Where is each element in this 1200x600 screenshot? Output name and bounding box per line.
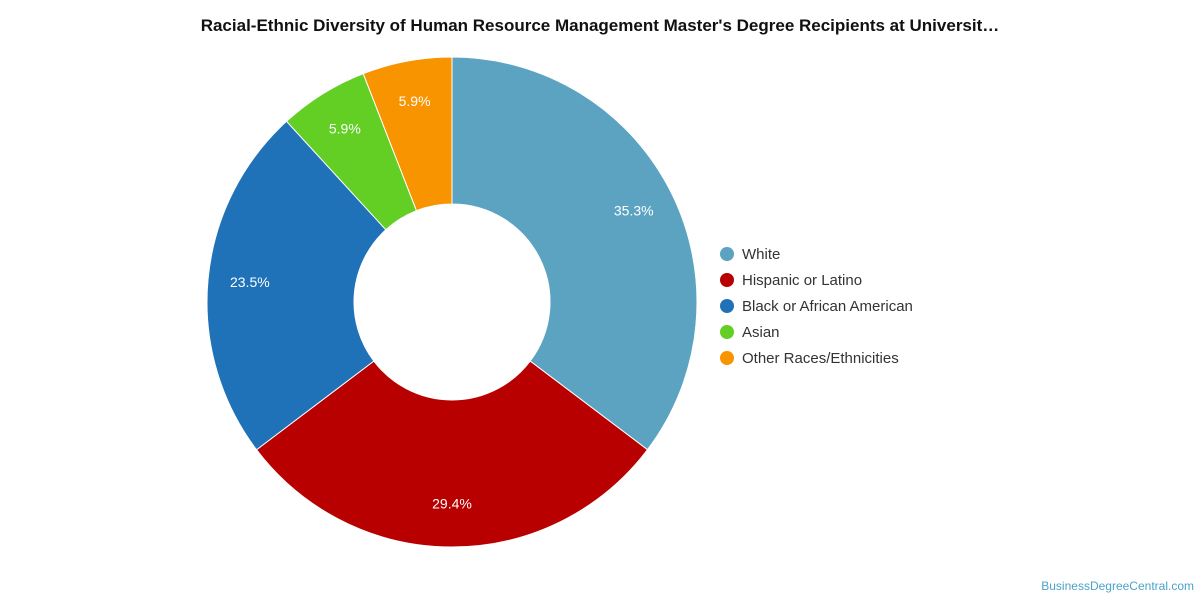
legend-swatch-icon [720,247,734,261]
value-label-asian: 5.9% [329,120,361,136]
legend-label: Asian [742,323,780,341]
legend-label: Hispanic or Latino [742,271,863,289]
slice-white[interactable] [451,56,698,451]
chart-title: Racial-Ethnic Diversity of Human Resourc… [200,16,1000,35]
legend-item-black-or-african-american[interactable]: Black or African American [720,293,913,319]
value-label-hispanic-or-latino: 29.4% [432,496,472,512]
legend-swatch-icon [720,299,734,313]
legend-label: Other Races/Ethnicities [742,349,899,367]
donut-value-labels: 35.3% 29.4% 23.5% 5.9% 5.9% [230,93,654,512]
legend-item-other-races-ethnicities[interactable]: Other Races/Ethnicities [720,345,913,371]
slice-hispanic-or-latino[interactable] [255,360,649,548]
legend-item-hispanic-or-latino[interactable]: Hispanic or Latino [720,267,913,293]
legend-swatch-icon [720,325,734,339]
chart-legend: White Hispanic or Latino Black or African … [720,241,913,371]
value-label-black-or-african-american: 23.5% [230,274,270,290]
slice-black-or-african-american[interactable] [206,120,387,451]
source-credit[interactable]: BusinessDegreeCentral.com [1041,579,1194,593]
legend-swatch-icon [720,273,734,287]
slice-other-races-ethnicities[interactable] [362,56,453,212]
legend-label: White [742,245,781,263]
legend-item-asian[interactable]: Asian [720,319,913,345]
donut-slices [206,56,698,548]
value-label-white: 35.3% [614,202,654,218]
legend-swatch-icon [720,351,734,365]
legend-label: Black or African American [742,297,913,315]
legend-item-white[interactable]: White [720,241,913,267]
value-label-other-races-ethnicities: 5.9% [399,93,431,109]
